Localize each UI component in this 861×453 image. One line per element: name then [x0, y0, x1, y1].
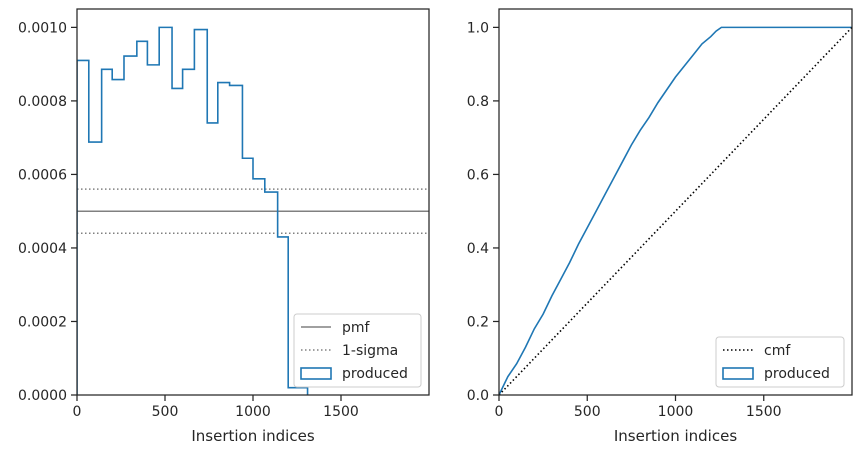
legend-label: 1-sigma [342, 343, 398, 359]
series-produced [499, 26, 852, 395]
right-chart-panel: 0 500 1000 1500 0.0 0.2 0.4 0.6 0.8 1.0 Insertion … [467, 8, 853, 445]
left-chart-panel: 0 500 1000 1500 0.0000 0.0002 0.0004 0.0006 0.00… [18, 8, 430, 445]
y-tick-label: 0.0002 [18, 314, 67, 330]
x-tick-label: 1500 [323, 404, 359, 420]
y-tick-label: 1.0 [467, 20, 489, 36]
x-axis-label: Insertion indices [614, 427, 737, 445]
x-tick-label: 0 [495, 404, 504, 420]
y-tick-label: 0.0004 [18, 241, 67, 257]
y-tick-label: 0.0008 [18, 94, 67, 110]
y-tick-label: 0.0010 [18, 20, 67, 36]
y-tick-label: 0.0 [467, 388, 489, 404]
legend-swatch [722, 367, 754, 380]
y-tick-label: 0.0000 [18, 388, 67, 404]
x-tick-label: 1000 [235, 404, 271, 420]
y-tick-label: 0.8 [467, 94, 489, 110]
y-tick-label: 0.2 [467, 314, 489, 330]
x-tick-label: 1500 [746, 404, 782, 420]
legend-item-1-sigma: 1-sigma [301, 343, 398, 359]
x-tick-label: 1000 [658, 404, 694, 420]
plot-area [499, 26, 852, 395]
legend: pmf 1-sigma produced [293, 313, 422, 388]
series-produced [77, 26, 309, 395]
legend-label: cmf [764, 343, 791, 359]
y-tick-label: 0.4 [467, 241, 489, 257]
y-tick-label: 0.0006 [18, 167, 67, 183]
legend-swatch [300, 367, 332, 380]
legend-label: produced [764, 366, 830, 382]
x-tick-label: 500 [574, 404, 601, 420]
legend-item-pmf: pmf [301, 320, 371, 336]
legend-item-cmf: cmf [723, 343, 791, 359]
x-tick-label: 0 [73, 404, 82, 420]
plot-area [77, 26, 429, 395]
y-tick-label: 0.6 [467, 167, 489, 183]
legend: cmf produced [715, 336, 845, 388]
x-tick-label: 500 [152, 404, 179, 420]
legend-item-produced: produced [300, 366, 408, 382]
x-axis-label: Insertion indices [191, 427, 314, 445]
legend-item-produced: produced [722, 366, 830, 382]
legend-label: pmf [342, 320, 371, 336]
legend-label: produced [342, 366, 408, 382]
series-cmf [499, 26, 852, 395]
